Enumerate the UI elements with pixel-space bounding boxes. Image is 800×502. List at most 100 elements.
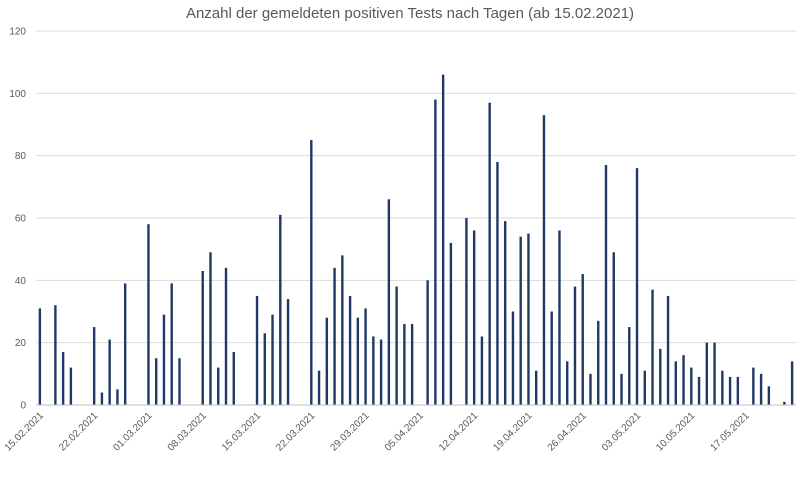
bar: [465, 218, 468, 405]
bar: [449, 242, 453, 405]
y-tick-label: 120: [9, 27, 26, 38]
bar: [511, 311, 515, 405]
bar: [209, 252, 212, 405]
bar: [697, 376, 701, 405]
y-tick-label: 60: [15, 214, 27, 225]
bar: [566, 361, 569, 405]
bar: [690, 367, 693, 405]
chart-title: Anzahl der gemeldeten positiven Tests na…: [186, 5, 634, 22]
bar: [759, 373, 763, 405]
y-tick-label: 0: [20, 401, 26, 412]
bar: [426, 280, 429, 405]
bar: [783, 401, 786, 405]
bar: [224, 267, 228, 405]
bar: [527, 233, 530, 405]
bar: [263, 333, 266, 405]
bar: [286, 299, 290, 405]
x-tick-label: 05.04.2021: [383, 410, 426, 453]
bar: [721, 370, 724, 405]
bar: [790, 361, 794, 405]
x-tick-label: 15.03.2021: [220, 410, 263, 453]
bar: [92, 327, 96, 405]
bar: [628, 327, 631, 405]
bar: [597, 320, 600, 405]
x-tick-label: 15.02.2021: [3, 410, 46, 453]
bar: [387, 199, 391, 405]
x-tick-label: 03.05.2021: [600, 410, 643, 453]
bar: [705, 342, 709, 405]
bar: [620, 373, 623, 405]
bar: [496, 161, 499, 405]
bar: [201, 270, 204, 405]
bar: [713, 342, 716, 405]
x-tick-label: 22.03.2021: [274, 410, 317, 453]
bar: [395, 286, 398, 405]
y-tick-label: 100: [9, 89, 26, 100]
bar: [317, 370, 321, 405]
bar: [581, 274, 584, 405]
x-tick-label: 08.03.2021: [166, 410, 209, 453]
bar: [535, 370, 538, 405]
bar: [162, 314, 166, 405]
bar: [480, 336, 484, 405]
bar: [348, 295, 352, 405]
bar: [403, 323, 406, 405]
bar: [542, 115, 546, 406]
bar: [310, 140, 313, 405]
y-tick-label: 20: [15, 338, 27, 349]
bar: [69, 367, 73, 405]
bar: [604, 165, 608, 405]
bar: [61, 352, 65, 405]
bar: [255, 295, 259, 405]
bar: [503, 221, 507, 405]
x-tick-label: 17.05.2021: [709, 410, 752, 453]
bars: [38, 74, 794, 406]
bar: [651, 289, 654, 405]
bar: [767, 386, 771, 405]
bar: [434, 99, 437, 405]
y-axis-ticks: 0 20 40 60 80 100 120: [9, 27, 26, 412]
x-tick-label: 12.04.2021: [437, 410, 480, 453]
bar: [279, 214, 282, 405]
x-tick-label: 19.04.2021: [491, 410, 534, 453]
bar: [736, 376, 740, 405]
bar: [364, 308, 367, 405]
bar: [472, 230, 476, 405]
bar: [333, 267, 336, 405]
bar: [147, 224, 150, 405]
bar: [217, 367, 220, 405]
bar: [612, 252, 615, 405]
x-tick-label: 01.03.2021: [111, 410, 154, 453]
bar: [123, 283, 127, 405]
bar: [666, 295, 670, 405]
x-tick-label: 26.04.2021: [546, 410, 589, 453]
x-tick-label: 22.02.2021: [57, 410, 100, 453]
bar: [232, 352, 235, 405]
bar: [341, 255, 344, 405]
bar: [488, 102, 491, 406]
bar: [155, 358, 158, 405]
bar: [635, 168, 639, 405]
x-axis-ticks: 15.02.2021 22.02.2021 01.03.2021 08.03.2021…: [3, 410, 752, 453]
bar: [659, 348, 662, 405]
bar: [589, 373, 592, 405]
bar: [441, 74, 445, 405]
bar: [682, 355, 685, 405]
bar: [271, 314, 274, 405]
bar: [372, 336, 375, 405]
bar: [410, 323, 414, 405]
bar: [519, 236, 522, 405]
bar: [325, 317, 329, 405]
bar: [643, 370, 646, 405]
bar: [38, 308, 42, 405]
bar: [728, 376, 732, 405]
bar: [116, 389, 119, 405]
bar: [178, 358, 181, 405]
bar: [356, 317, 360, 405]
y-tick-label: 40: [15, 276, 27, 287]
bar: [752, 367, 755, 405]
gridlines: [36, 30, 796, 344]
bar: [54, 305, 57, 405]
bar: [573, 286, 577, 405]
